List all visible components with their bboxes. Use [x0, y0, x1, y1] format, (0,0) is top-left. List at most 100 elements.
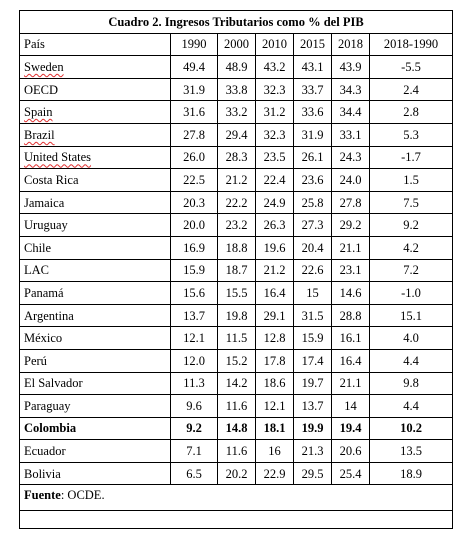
value-cell: 49.4: [170, 55, 218, 79]
value-cell: 22.9: [255, 461, 294, 486]
country-cell: Uruguay: [19, 213, 171, 237]
country-cell: Ecuador: [19, 439, 171, 463]
value-cell: 15.5: [217, 281, 256, 305]
value-cell: 18.1: [255, 416, 294, 441]
value-cell: 15.1: [369, 303, 453, 328]
value-cell: 4.2: [369, 235, 453, 260]
value-cell: 25.4: [331, 461, 370, 486]
table-row: Perú 12.0 15.2 17.8 17.4 16.4 4.4: [19, 348, 453, 373]
value-cell: 34.3: [331, 77, 370, 102]
value-cell: 33.6: [293, 100, 332, 124]
value-cell: 16.9: [170, 235, 218, 260]
value-cell: 43.1: [293, 55, 332, 79]
value-cell: 27.3: [293, 213, 332, 237]
table-row: Spain 31.6 33.2 31.2 33.6 34.4 2.8: [19, 100, 453, 124]
header-col-2: 2000: [217, 32, 256, 57]
country-name: Bolivia: [24, 466, 61, 481]
value-cell: 9.2: [170, 416, 218, 441]
value-cell: 24.0: [331, 168, 370, 192]
country-cell: OECD: [19, 77, 171, 102]
value-cell: 4.4: [369, 348, 453, 373]
value-cell: 15.9: [293, 326, 332, 350]
table-row: Jamaica 20.3 22.2 24.9 25.8 27.8 7.5: [19, 190, 453, 215]
value-cell: 13.7: [170, 303, 218, 328]
country-cell: Costa Rica: [19, 168, 171, 192]
value-cell: -5.5: [369, 55, 453, 79]
header-row: País 1990 2000 2010 2015 2018 2018-1990: [19, 32, 453, 57]
value-cell: 13.7: [293, 394, 332, 418]
country-name: Perú: [24, 353, 47, 368]
value-cell: 11.6: [217, 394, 256, 418]
value-cell: 19.9: [293, 416, 332, 441]
header-col-5: 2018: [331, 32, 370, 57]
value-cell: 31.2: [255, 100, 294, 124]
country-name: Paraguay: [24, 398, 71, 413]
value-cell: 13.5: [369, 439, 453, 463]
value-cell: 22.6: [293, 258, 332, 283]
table-row: OECD 31.9 33.8 32.3 33.7 34.3 2.4: [19, 77, 453, 102]
value-cell: 15.2: [217, 348, 256, 373]
value-cell: 11.3: [170, 371, 218, 396]
value-cell: 20.4: [293, 235, 332, 260]
footer-spacer-row: [19, 510, 453, 530]
value-cell: 22.4: [255, 168, 294, 192]
header-col-3: 2010: [255, 32, 294, 57]
country-name: Jamaica: [24, 195, 65, 210]
value-cell: 5.3: [369, 122, 453, 147]
value-cell: 15.9: [170, 258, 218, 283]
table-row: Panamá 15.6 15.5 16.4 15 14.6 -1.0: [19, 281, 453, 305]
value-cell: 26.0: [170, 145, 218, 170]
value-cell: 16: [255, 439, 294, 463]
value-cell: 21.1: [331, 235, 370, 260]
table-row: Chile 16.9 18.8 19.6 20.4 21.1 4.2: [19, 235, 453, 260]
country-cell: United States: [19, 145, 171, 170]
country-cell: LAC: [19, 258, 171, 283]
value-cell: 21.2: [217, 168, 256, 192]
value-cell: 20.2: [217, 461, 256, 486]
country-name: United States: [24, 150, 92, 165]
value-cell: 7.5: [369, 190, 453, 215]
value-cell: 20.0: [170, 213, 218, 237]
source-label: Fuente: [24, 488, 61, 503]
value-cell: 43.9: [331, 55, 370, 79]
country-name: Panamá: [24, 285, 64, 300]
value-cell: 26.1: [293, 145, 332, 170]
value-cell: 16.1: [331, 326, 370, 350]
table-row: Argentina 13.7 19.8 29.1 31.5 28.8 15.1: [19, 303, 453, 328]
table-row: México 12.1 11.5 12.8 15.9 16.1 4.0: [19, 326, 453, 350]
value-cell: 15.6: [170, 281, 218, 305]
table-row: Costa Rica 22.5 21.2 22.4 23.6 24.0 1.5: [19, 168, 453, 192]
value-cell: 18.7: [217, 258, 256, 283]
value-cell: 29.2: [331, 213, 370, 237]
value-cell: 23.2: [217, 213, 256, 237]
tax-revenue-table: Cuadro 2. Ingresos Tributarios como % de…: [19, 10, 453, 530]
value-cell: 24.3: [331, 145, 370, 170]
country-name: Spain: [24, 105, 53, 120]
value-cell: 7.1: [170, 439, 218, 463]
value-cell: 14.8: [217, 416, 256, 441]
table-row: Bolivia 6.5 20.2 22.9 29.5 25.4 18.9: [19, 461, 453, 486]
table-row: Brazil 27.8 29.4 32.3 31.9 33.1 5.3: [19, 122, 453, 147]
country-cell: Perú: [19, 348, 171, 373]
table-row: LAC 15.9 18.7 21.2 22.6 23.1 7.2: [19, 258, 453, 283]
value-cell: 11.5: [217, 326, 256, 350]
value-cell: 22.5: [170, 168, 218, 192]
value-cell: 19.6: [255, 235, 294, 260]
table-body: Sweden 49.4 48.9 43.2 43.1 43.9 -5.5 OECD 31.9 33…: [19, 55, 453, 486]
value-cell: 12.1: [170, 326, 218, 350]
value-cell: 34.4: [331, 100, 370, 124]
value-cell: 20.3: [170, 190, 218, 215]
country-cell: Spain: [19, 100, 171, 124]
country-cell: México: [19, 326, 171, 350]
value-cell: 21.2: [255, 258, 294, 283]
value-cell: 28.3: [217, 145, 256, 170]
country-cell: El Salvador: [19, 371, 171, 396]
value-cell: 17.8: [255, 348, 294, 373]
value-cell: 23.6: [293, 168, 332, 192]
value-cell: 12.1: [255, 394, 294, 418]
table-row: El Salvador 11.3 14.2 18.6 19.7 21.1 9.8: [19, 371, 453, 396]
value-cell: 19.4: [331, 416, 370, 441]
footer-row: Fuente: OCDE.: [19, 484, 453, 512]
value-cell: 27.8: [331, 190, 370, 215]
value-cell: 1.5: [369, 168, 453, 192]
